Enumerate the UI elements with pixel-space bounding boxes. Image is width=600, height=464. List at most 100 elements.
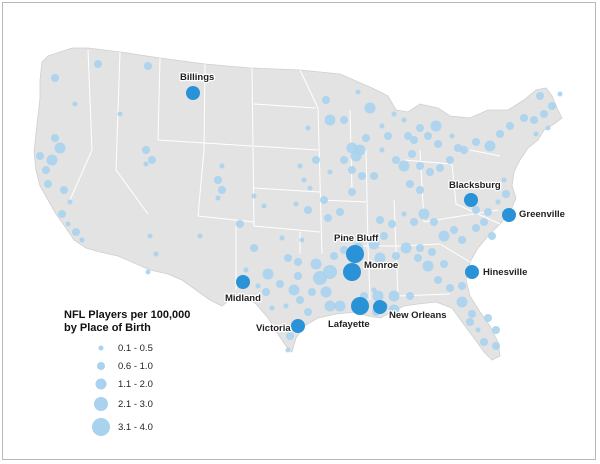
city-bubble	[384, 132, 392, 140]
city-bubble	[255, 283, 261, 289]
city-bubble	[262, 288, 270, 296]
city-bubble	[438, 230, 450, 242]
city-bubble	[236, 220, 244, 228]
city-bubble	[273, 327, 279, 333]
city-bubble-highlighted	[236, 275, 250, 289]
city-bubble	[368, 238, 380, 250]
city-bubble	[440, 260, 448, 268]
city-label-monroe: Monroe	[364, 260, 398, 271]
city-bubble	[426, 168, 434, 176]
map-border	[2, 2, 596, 460]
city-bubble	[370, 172, 378, 180]
city-bubble	[392, 156, 400, 164]
city-bubble	[350, 150, 362, 162]
city-bubble	[72, 228, 80, 236]
city-bubble	[145, 269, 151, 275]
city-bubble	[65, 221, 71, 227]
city-bubble	[408, 150, 416, 158]
city-bubble	[219, 163, 225, 169]
city-bubble	[388, 304, 400, 316]
legend-symbol-5	[92, 418, 110, 436]
city-bubble	[60, 186, 68, 194]
city-bubble	[288, 284, 300, 296]
city-bubble-highlighted	[464, 193, 478, 207]
city-bubble	[54, 142, 66, 154]
city-bubble	[283, 303, 289, 309]
city-bubble	[320, 286, 332, 298]
city-bubble	[148, 156, 156, 164]
city-label-victoria: Victoria	[256, 323, 291, 334]
city-bubble	[276, 280, 284, 288]
state-border-line	[157, 57, 161, 141]
city-bubble	[355, 89, 361, 95]
city-bubble	[153, 251, 159, 257]
city-bubble	[72, 101, 78, 107]
city-bubble	[334, 300, 346, 312]
city-bubble	[398, 160, 410, 172]
city-bubble	[284, 254, 292, 262]
city-bubble	[406, 292, 414, 300]
city-bubble	[480, 218, 488, 226]
city-bubble-highlighted	[351, 297, 369, 315]
city-bubble	[434, 276, 442, 284]
city-bubble	[401, 211, 407, 217]
city-bubble	[250, 244, 258, 252]
state-border-line	[321, 199, 367, 203]
legend-label-3: 1.1 - 2.0	[118, 379, 153, 390]
legend-symbol-1	[98, 345, 104, 351]
city-bubble	[279, 235, 285, 241]
city-bubble	[430, 218, 438, 226]
legend-label-1: 0.1 - 0.5	[118, 343, 153, 354]
state-border-line	[157, 139, 253, 147]
city-bubble	[379, 123, 385, 129]
state-border-line	[203, 63, 206, 151]
bubble-layer	[36, 60, 563, 353]
city-bubble	[468, 310, 476, 318]
city-bubble	[380, 232, 388, 240]
city-bubble	[51, 74, 59, 82]
city-bubble	[548, 102, 556, 110]
state-border-line	[439, 243, 471, 263]
state-border-line	[253, 187, 321, 193]
city-bubble	[466, 318, 474, 326]
city-bubble	[410, 218, 418, 226]
state-border-line	[317, 107, 323, 255]
legend: 0.1 - 0.5 0.6 - 1.0 1.1 - 2.0 2.1 - 3.0 …	[92, 343, 153, 436]
city-bubble	[422, 260, 434, 272]
city-bubble	[362, 134, 370, 142]
city-bubble	[502, 190, 510, 198]
city-bubble	[301, 177, 307, 183]
city-bubble	[391, 111, 397, 117]
city-bubble	[324, 300, 336, 312]
legend-title-line2: by Place of Birth	[64, 322, 151, 334]
city-bubble	[371, 287, 377, 293]
city-bubble	[293, 201, 299, 207]
city-bubble	[324, 214, 332, 222]
city-bubble	[545, 125, 551, 131]
city-bubble	[416, 244, 424, 252]
city-bubble	[472, 206, 480, 214]
city-label-lafayette: Lafayette	[328, 319, 370, 330]
city-bubble	[42, 166, 50, 174]
city-bubble	[520, 114, 528, 122]
city-bubble	[261, 203, 267, 209]
legend-label-5: 3.1 - 4.0	[118, 422, 153, 433]
city-bubble-highlighted	[502, 208, 516, 222]
city-bubble	[286, 332, 294, 340]
state-border-line	[393, 199, 399, 297]
city-bubble	[322, 96, 330, 104]
city-bubble	[434, 140, 442, 148]
city-bubble	[348, 188, 356, 196]
city-bubble	[506, 122, 514, 130]
city-label-new-orleans: New Orleans	[389, 310, 447, 321]
city-bubble	[218, 186, 226, 194]
city-bubble	[340, 156, 348, 164]
city-label-billings: Billings	[180, 72, 214, 83]
city-bubble	[418, 208, 430, 220]
city-bubble	[454, 144, 462, 152]
city-bubble	[312, 156, 320, 164]
city-bubble	[285, 347, 291, 353]
city-label-pine-bluff: Pine Bluff	[334, 233, 379, 244]
city-bubble	[143, 161, 149, 167]
